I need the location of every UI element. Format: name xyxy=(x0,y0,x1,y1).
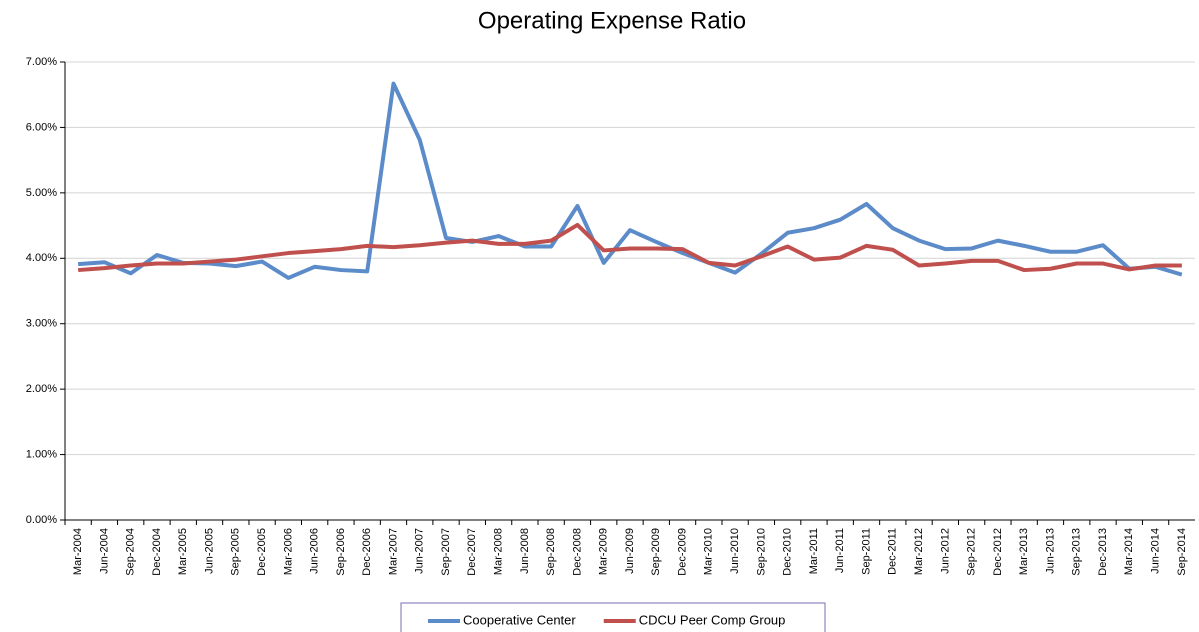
series-line xyxy=(77,81,1183,280)
y-tick-label: 7.00% xyxy=(26,56,57,68)
x-tick-label: Mar-2004 xyxy=(72,528,84,575)
x-tick-label: Jun-2006 xyxy=(309,528,321,574)
x-tick-label: Sep-2010 xyxy=(755,528,767,576)
x-tick-label: Jun-2008 xyxy=(519,528,531,574)
x-tick-label: Jun-2013 xyxy=(1044,528,1056,574)
x-tick-label: Jun-2009 xyxy=(624,528,636,574)
y-tick-label: 5.00% xyxy=(26,187,57,199)
x-tick-label: Sep-2007 xyxy=(440,528,452,576)
x-tick-label: Mar-2011 xyxy=(808,528,820,574)
y-tick-label: 3.00% xyxy=(26,318,57,330)
x-tick-label: Mar-2006 xyxy=(282,528,294,575)
x-tick-label: Mar-2010 xyxy=(703,528,715,575)
x-tick-label: Jun-2004 xyxy=(98,528,110,574)
x-tick-label: Dec-2011 xyxy=(887,528,899,575)
x-tick-label: Sep-2009 xyxy=(650,528,662,576)
x-tick-label: Dec-2005 xyxy=(256,528,268,576)
y-tick-label: 1.00% xyxy=(26,448,57,460)
x-tick-label: Jun-2012 xyxy=(939,528,951,574)
series-line xyxy=(77,222,1182,273)
x-tick-label: Dec-2006 xyxy=(361,528,373,576)
x-tick-label: Mar-2012 xyxy=(913,528,925,575)
x-tick-label: Mar-2013 xyxy=(1018,528,1030,575)
x-tick-label: Mar-2005 xyxy=(177,528,189,575)
x-tick-label: Sep-2006 xyxy=(335,528,347,576)
legend-label: CDCU Peer Comp Group xyxy=(639,612,786,627)
y-tick-label: 0.00% xyxy=(26,514,57,526)
legend-label: Cooperative Center xyxy=(463,612,576,627)
y-tick-label: 6.00% xyxy=(26,121,57,133)
x-tick-label: Jun-2005 xyxy=(203,528,215,574)
x-tick-label: Dec-2012 xyxy=(992,528,1004,576)
x-tick-label: Mar-2007 xyxy=(387,528,399,575)
x-tick-label: Jun-2010 xyxy=(729,528,741,574)
y-tick-label: 4.00% xyxy=(26,252,57,264)
x-tick-label: Jun-2007 xyxy=(414,528,426,574)
x-tick-label: Dec-2004 xyxy=(151,528,163,576)
x-tick-label: Dec-2010 xyxy=(782,528,794,576)
x-tick-label: Mar-2008 xyxy=(493,528,505,575)
x-tick-label: Sep-2011 xyxy=(860,528,872,575)
x-tick-label: Sep-2014 xyxy=(1176,528,1188,576)
x-tick-label: Mar-2014 xyxy=(1123,528,1135,575)
legend-box xyxy=(400,602,826,632)
x-tick-label: Sep-2012 xyxy=(966,528,978,576)
x-tick-label: Mar-2009 xyxy=(598,528,610,575)
y-tick-label: 2.00% xyxy=(26,383,57,395)
x-tick-label: Dec-2013 xyxy=(1097,528,1109,576)
x-tick-label: Sep-2008 xyxy=(545,528,557,576)
chart-title: Operating Expense Ratio xyxy=(478,7,746,34)
x-tick-label: Dec-2008 xyxy=(571,528,583,576)
x-tick-label: Dec-2009 xyxy=(676,528,688,576)
x-tick-label: Jun-2011 xyxy=(834,528,846,573)
x-tick-label: Dec-2007 xyxy=(466,528,478,576)
x-tick-label: Sep-2013 xyxy=(1071,528,1083,576)
x-tick-label: Jun-2014 xyxy=(1149,528,1161,574)
x-tick-label: Sep-2005 xyxy=(230,528,242,576)
x-tick-label: Sep-2004 xyxy=(125,528,137,576)
